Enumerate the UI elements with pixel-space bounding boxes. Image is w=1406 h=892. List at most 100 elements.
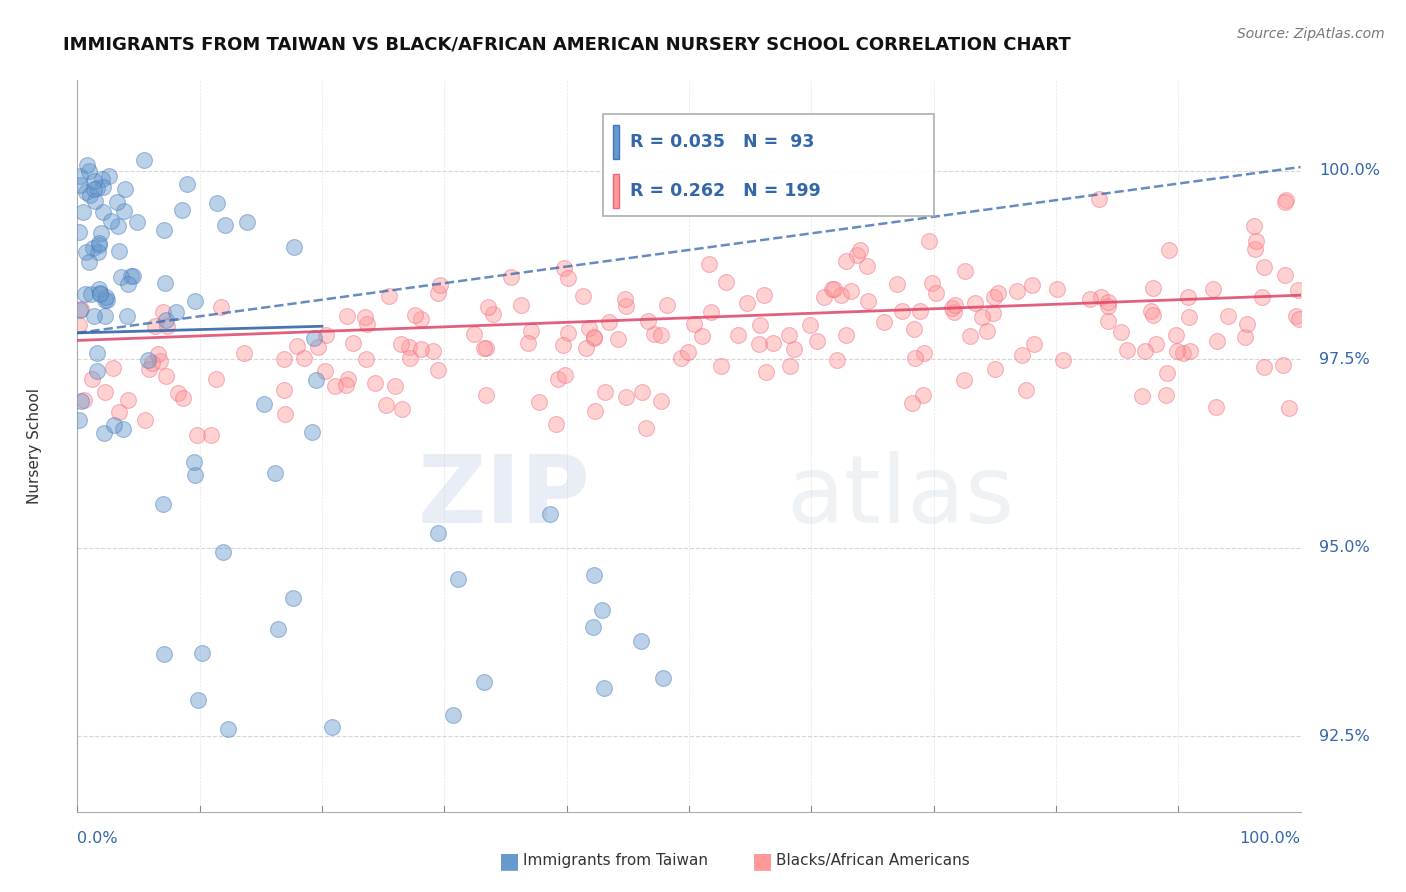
Point [1274,193,1296,207]
Point [184,468,207,483]
Point [634,421,657,435]
Point [83,174,105,188]
Point [912,346,935,360]
Bar [613,125,619,159]
Point [97,169,120,183]
Point [117,392,139,407]
Point [921,277,943,291]
Point [1244,234,1267,248]
Point [813,290,835,304]
Point [153,223,176,237]
Point [821,282,844,296]
Point [69,303,91,318]
Point [1233,330,1256,344]
Point [1097,299,1119,313]
Text: 100.0%: 100.0% [1319,163,1379,178]
Point [510,298,533,312]
Point [630,633,652,648]
Point [901,396,924,410]
Point [925,286,948,301]
Point [846,248,869,262]
Point [830,288,852,302]
Point [136,352,159,367]
Point [93,425,115,440]
Point [112,204,135,219]
Point [141,356,163,370]
Point [955,264,977,278]
Point [91,172,114,186]
Point [94,385,117,400]
Point [520,324,543,338]
Point [749,318,772,333]
Point [583,404,606,418]
Point [1021,277,1043,292]
Point [152,305,174,319]
Point [149,354,172,368]
Point [582,331,605,345]
Point [778,327,800,342]
Point [1285,309,1308,323]
Point [669,351,692,365]
Point [595,384,617,399]
Point [253,397,276,411]
Point [984,362,1007,376]
Point [107,219,129,234]
Point [762,335,785,350]
Point [987,285,1010,300]
Text: Blacks/African Americans: Blacks/African Americans [776,854,970,868]
Point [697,257,720,271]
Point [551,338,574,352]
Point [1156,366,1178,380]
Point [389,336,412,351]
Point [207,195,229,210]
Point [89,286,111,301]
Point [364,376,387,390]
Point [472,342,495,356]
Point [970,310,993,324]
Point [91,205,114,219]
Point [1272,359,1295,373]
Point [529,395,551,409]
Point [427,286,450,301]
Point [384,379,406,393]
Point [976,324,998,338]
Point [700,304,723,318]
Point [69,178,91,193]
Point [152,497,174,511]
Point [1205,334,1227,349]
Point [981,305,1004,319]
Point [429,277,451,292]
Point [1022,336,1045,351]
Text: 0.0%: 0.0% [77,830,118,846]
Point [643,327,665,342]
Point [912,388,935,402]
Point [1286,284,1309,298]
Point [501,269,523,284]
Point [1288,312,1310,326]
Point [120,269,142,284]
Point [404,308,426,322]
Point [1205,401,1227,415]
Point [176,177,198,191]
Point [538,507,561,521]
Point [236,215,259,229]
Point [873,315,896,329]
Point [321,720,343,734]
Point [287,339,309,353]
Point [70,393,93,408]
Point [904,351,927,365]
Point [89,237,111,252]
Point [1274,268,1296,283]
Point [581,620,603,634]
Point [544,417,567,431]
Point [475,388,498,402]
Point [84,194,107,208]
Point [114,182,136,196]
Point [799,318,821,333]
Point [353,310,375,324]
Point [132,153,155,167]
Point [356,317,378,331]
Point [614,391,637,405]
Point [655,298,678,312]
Point [283,240,305,254]
